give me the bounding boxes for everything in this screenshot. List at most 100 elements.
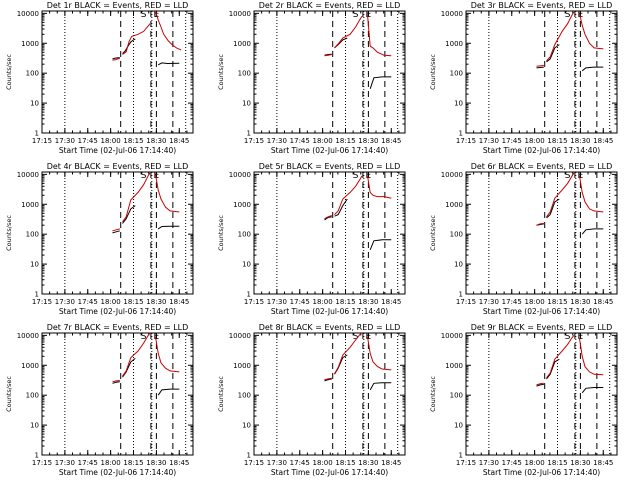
- lld-series-line: [536, 382, 544, 386]
- y-tick-label: 1000: [21, 40, 39, 48]
- x-tick-label: 18:15: [335, 137, 355, 145]
- y-tick-label: 10000: [441, 332, 463, 340]
- y-tick-label: 10000: [441, 171, 463, 179]
- x-tick-label: 18:45: [593, 298, 613, 306]
- y-axis-label: Counts/sec: [217, 54, 225, 90]
- x-tick-label: 17:30: [55, 298, 75, 306]
- x-tick-label: 18:15: [547, 298, 567, 306]
- y-axis-label: Counts/sec: [429, 54, 437, 90]
- x-tick-label: 18:30: [146, 137, 166, 145]
- lld-series-line: [112, 58, 120, 61]
- plot-frame: [41, 171, 194, 295]
- x-tick-label: 18:15: [547, 459, 567, 467]
- y-tick-label: 10000: [17, 10, 39, 18]
- y-tick-label: 1000: [233, 201, 251, 209]
- y-tick-label: 1000: [21, 201, 39, 209]
- x-axis-label: Start Time (02-Jul-06 17:14:40): [271, 468, 388, 477]
- end-marker-label: E: [578, 10, 584, 20]
- x-axis-label: Start Time (02-Jul-06 17:14:40): [483, 468, 600, 477]
- y-tick-label: 1: [459, 291, 463, 299]
- start-marker-label: S: [353, 10, 359, 20]
- end-marker-label: E: [366, 332, 372, 342]
- events-series-line: [122, 38, 136, 54]
- panel-title: Det 8r BLACK = Events, RED = LLD: [259, 323, 401, 332]
- start-marker-label: S: [565, 10, 571, 20]
- x-tick-label: 18:30: [570, 137, 590, 145]
- x-tick-label: 17:45: [502, 459, 522, 467]
- y-tick-label: 1: [35, 291, 39, 299]
- lld-series-line: [112, 228, 120, 232]
- x-tick-label: 17:15: [456, 298, 476, 306]
- y-tick-label: 100: [450, 392, 463, 400]
- lld-series-line: [155, 336, 180, 373]
- x-tick-label: 17:45: [290, 459, 310, 467]
- y-axis-label: Counts/sec: [217, 215, 225, 251]
- lld-series-line: [367, 14, 392, 57]
- x-tick-label: 17:45: [502, 298, 522, 306]
- lld-series-line: [155, 174, 180, 213]
- x-axis-label: Start Time (02-Jul-06 17:14:40): [59, 468, 176, 477]
- x-tick-label: 18:45: [593, 137, 613, 145]
- lld-series-line: [334, 16, 363, 49]
- panel-6: Det 6r BLACK = Events, RED = LLD 1 10 100 10…: [429, 162, 618, 316]
- lld-series-line: [546, 335, 575, 379]
- end-marker-label: E: [154, 171, 160, 181]
- y-tick-label: 10: [30, 261, 39, 269]
- x-axis-label: Start Time (02-Jul-06 17:14:40): [483, 307, 600, 316]
- y-tick-label: 1: [459, 130, 463, 138]
- y-tick-label: 10: [242, 100, 251, 108]
- x-axis-label: Start Time (02-Jul-06 17:14:40): [271, 146, 388, 155]
- x-tick-label: 18:15: [547, 137, 567, 145]
- panel-5: Det 5r BLACK = Events, RED = LLD 1 10 100 10…: [217, 162, 406, 316]
- events-series-line: [369, 76, 392, 89]
- x-axis-label: Start Time (02-Jul-06 17:14:40): [59, 146, 176, 155]
- lld-series-line: [579, 175, 604, 213]
- lld-series-line: [579, 338, 604, 376]
- events-series-line: [334, 198, 348, 217]
- lld-series-line: [324, 215, 332, 220]
- lld-series-line: [546, 11, 575, 62]
- x-tick-label: 18:15: [123, 298, 143, 306]
- plot-frame: [253, 171, 406, 295]
- x-axis-label: Start Time (02-Jul-06 17:14:40): [59, 307, 176, 316]
- y-tick-label: 10000: [229, 10, 251, 18]
- y-tick-label: 1: [247, 291, 251, 299]
- x-tick-label: 17:30: [479, 459, 499, 467]
- x-tick-label: 17:15: [456, 459, 476, 467]
- y-tick-label: 10: [454, 422, 463, 430]
- y-tick-label: 1: [459, 452, 463, 460]
- x-tick-label: 18:30: [570, 298, 590, 306]
- y-tick-label: 1000: [445, 362, 463, 370]
- x-axis-label: Start Time (02-Jul-06 17:14:40): [483, 146, 600, 155]
- start-marker-label: S: [141, 10, 147, 20]
- panel-title: Det 7r BLACK = Events, RED = LLD: [47, 323, 189, 332]
- x-tick-label: 18:00: [101, 137, 121, 145]
- plot-frame: [41, 332, 194, 456]
- y-tick-label: 100: [450, 231, 463, 239]
- panel-8: Det 8r BLACK = Events, RED = LLD 1 10 100 10…: [217, 323, 406, 477]
- events-series-line: [157, 388, 180, 396]
- x-tick-label: 18:30: [146, 298, 166, 306]
- panel-title: Det 3r BLACK = Events, RED = LLD: [471, 1, 613, 10]
- panel-title: Det 4r BLACK = Events, RED = LLD: [47, 162, 189, 171]
- panel-title: Det 9r BLACK = Events, RED = LLD: [471, 323, 613, 332]
- start-marker-label: S: [141, 171, 147, 181]
- events-series-line: [581, 228, 604, 235]
- y-axis-label: Counts/sec: [429, 376, 437, 412]
- events-series-line: [536, 66, 544, 69]
- panel-title: Det 1r BLACK = Events, RED = LLD: [47, 1, 189, 10]
- x-tick-label: 18:30: [358, 137, 378, 145]
- x-tick-label: 18:45: [169, 137, 189, 145]
- x-tick-label: 17:45: [290, 298, 310, 306]
- start-marker-label: S: [353, 332, 359, 342]
- y-tick-label: 10: [454, 261, 463, 269]
- x-tick-label: 18:15: [123, 459, 143, 467]
- y-tick-label: 100: [238, 70, 251, 78]
- x-tick-label: 17:30: [55, 137, 75, 145]
- start-marker-label: S: [565, 171, 571, 181]
- x-tick-label: 17:45: [502, 137, 522, 145]
- x-tick-label: 18:00: [313, 459, 333, 467]
- events-series-line: [369, 382, 392, 391]
- x-tick-label: 17:30: [479, 137, 499, 145]
